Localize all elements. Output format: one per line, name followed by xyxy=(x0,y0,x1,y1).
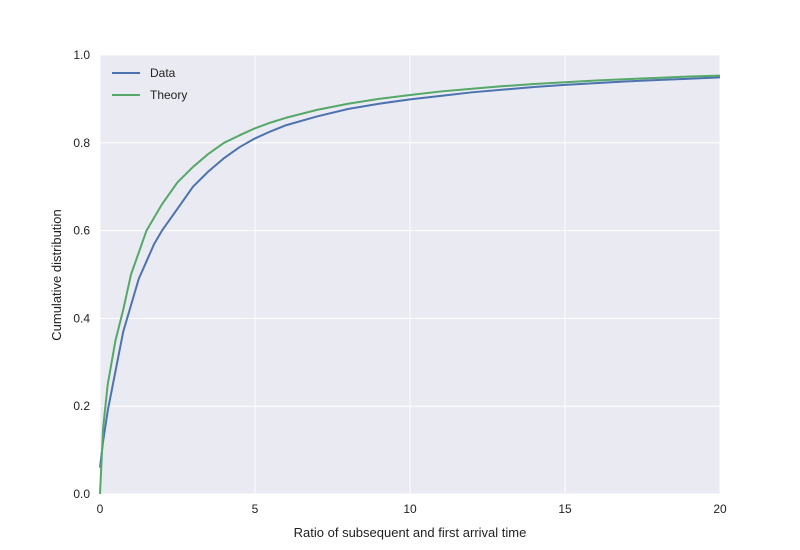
series-line-data xyxy=(99,76,721,468)
y-tick-label: 0.6 xyxy=(73,224,90,238)
y-tick-label: 0.0 xyxy=(73,487,90,501)
x-tick-label: 0 xyxy=(97,502,104,516)
y-tick-label: 0.2 xyxy=(73,399,90,413)
grid xyxy=(99,54,721,495)
x-tick-label: 20 xyxy=(713,502,727,516)
y-tick-label: 0.8 xyxy=(73,136,90,150)
x-axis-label: Ratio of subsequent and first arrival ti… xyxy=(294,525,527,540)
legend: Data Theory xyxy=(112,66,187,102)
series-lines xyxy=(99,74,721,495)
x-tick-label: 5 xyxy=(252,502,259,516)
y-axis-label: Cumulative distribution xyxy=(49,209,64,341)
legend-label-data: Data xyxy=(150,66,176,80)
y-tick-labels: 0.0 0.2 0.4 0.6 0.8 1.0 xyxy=(73,48,90,501)
y-tick-label: 0.4 xyxy=(73,311,90,325)
x-tick-label: 10 xyxy=(403,502,417,516)
x-tick-label: 15 xyxy=(558,502,572,516)
legend-label-theory: Theory xyxy=(150,88,187,102)
y-tick-label: 1.0 xyxy=(73,48,90,62)
series-line-theory xyxy=(99,74,721,495)
x-tick-labels: 0 5 10 15 20 xyxy=(97,502,727,516)
